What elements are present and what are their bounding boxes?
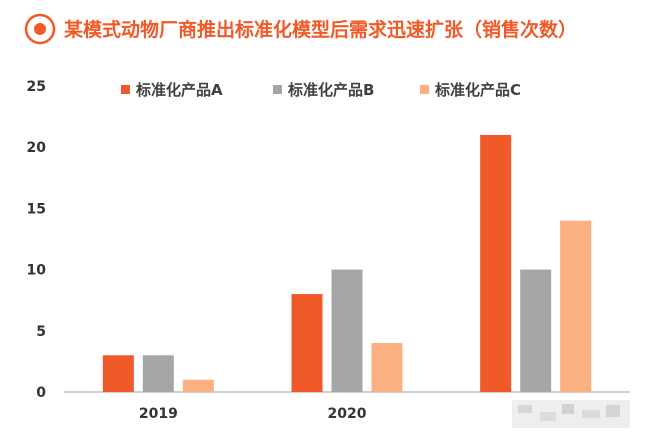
target-icon	[24, 13, 56, 45]
y-tick-label: 15	[27, 201, 46, 217]
y-tick-label: 0	[36, 385, 46, 401]
bar-c	[182, 379, 214, 392]
legend-label: 标准化产品A	[135, 81, 223, 99]
bar-b	[331, 269, 363, 392]
bar-c	[560, 220, 592, 392]
y-tick-label: 10	[27, 263, 47, 279]
bar-b	[142, 355, 174, 392]
y-tick-label: 20	[27, 140, 47, 156]
bars-group	[102, 134, 592, 392]
legend: 标准化产品A 标准化产品B 标准化产品C	[121, 81, 521, 99]
legend-label: 标准化产品C	[434, 81, 521, 99]
x-tick-label: 2019	[139, 406, 178, 422]
legend-label: 标准化产品B	[287, 81, 374, 99]
bar-c	[371, 343, 403, 392]
legend-swatch	[121, 85, 130, 94]
x-axis-ticks: 201920202021	[139, 406, 555, 422]
x-tick-label: 2020	[328, 406, 367, 422]
bar-b	[520, 269, 552, 392]
bar-a	[102, 355, 134, 392]
legend-swatch	[273, 85, 282, 94]
y-tick-label: 5	[36, 324, 46, 340]
y-axis-ticks: 0 5 10 15 20 25	[27, 79, 47, 401]
bar-a	[291, 294, 323, 392]
legend-swatch	[420, 85, 429, 94]
y-tick-label: 25	[27, 79, 46, 95]
bar-a	[480, 134, 512, 392]
watermark-blur	[512, 400, 630, 428]
chart-title: 某模式动物厂商推出标准化模型后需求迅速扩张（销售次数）	[64, 18, 577, 41]
